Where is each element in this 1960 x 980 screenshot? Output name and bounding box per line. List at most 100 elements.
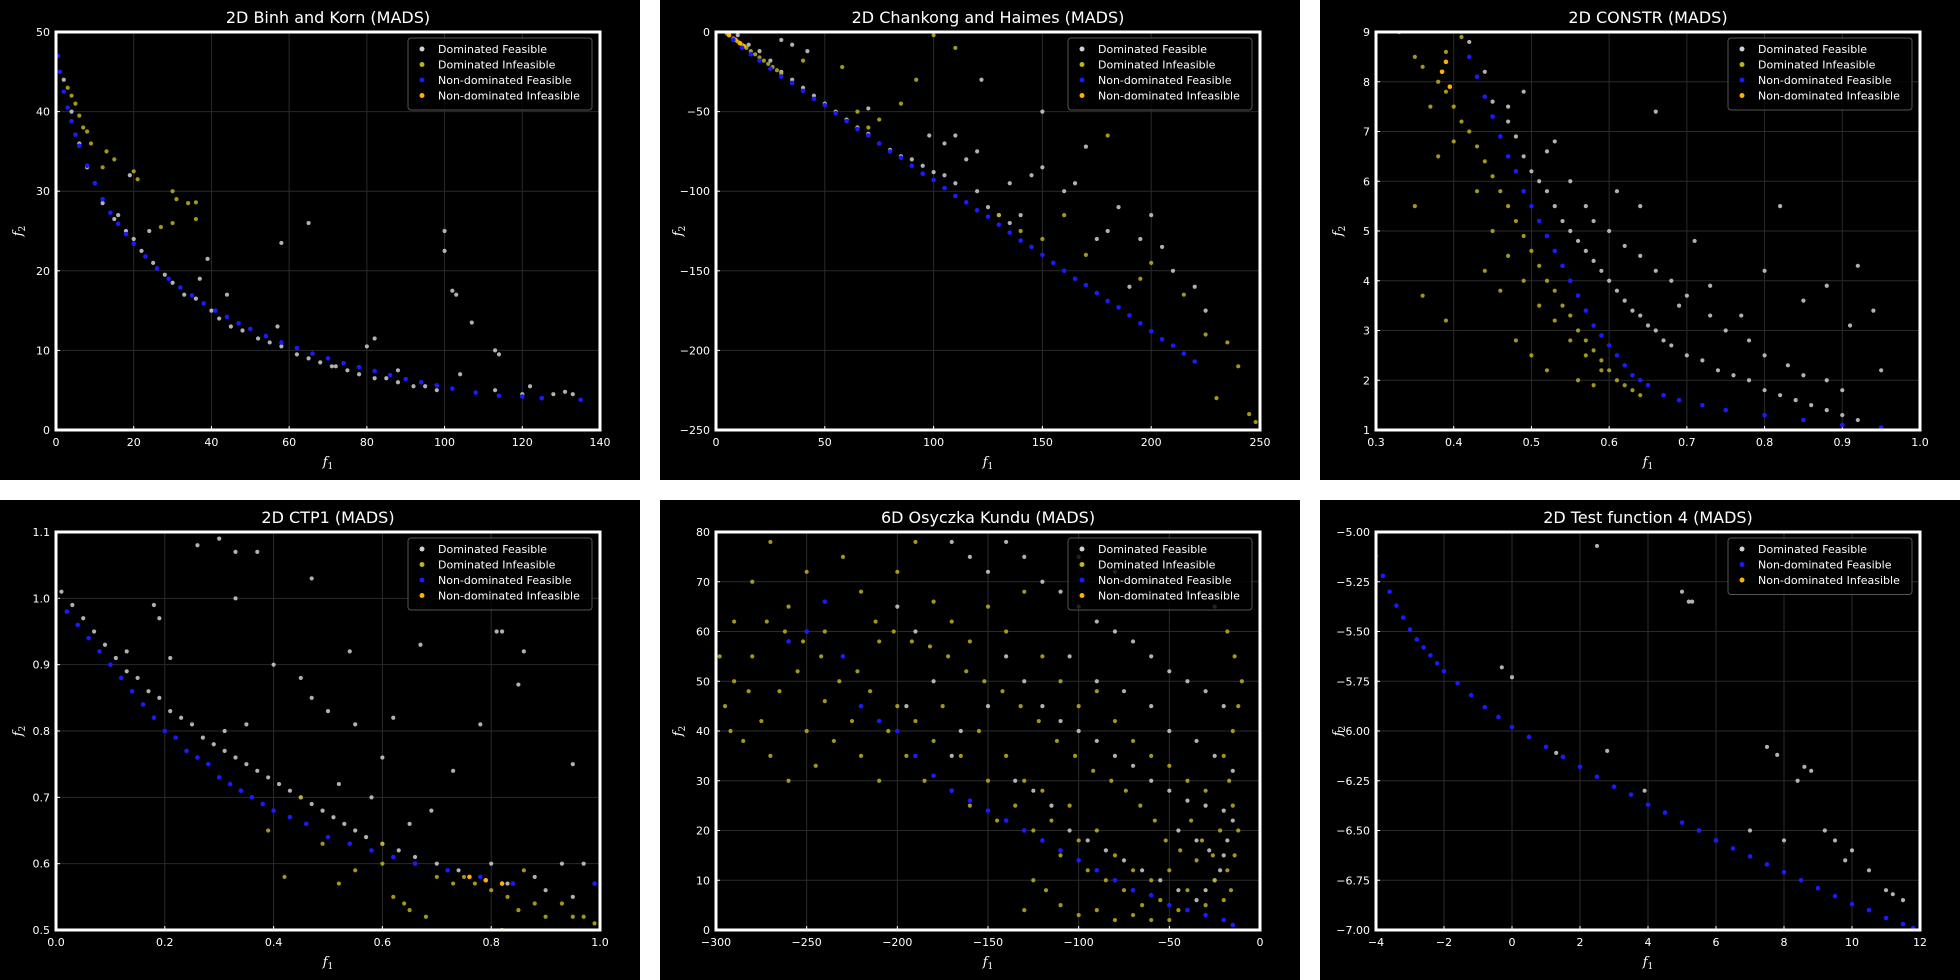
legend-entry: Dominated Feasible: [1758, 543, 1867, 556]
point-dominated-feasible: [790, 42, 795, 47]
point-dominated-feasible: [353, 722, 358, 727]
point-dominated-feasible: [1708, 283, 1713, 288]
point-dominated-feasible: [456, 868, 461, 873]
point-non-dominated-feasible: [178, 285, 183, 290]
point-dominated-infeasible: [1022, 589, 1027, 594]
point-dominated-infeasible: [100, 165, 105, 170]
point-dominated-infeasible: [732, 679, 737, 684]
point-non-dominated-feasible: [1611, 784, 1617, 790]
point-dominated-infeasible: [1181, 292, 1186, 297]
point-dominated-infeasible: [1228, 888, 1234, 893]
point-dominated-feasible: [1690, 599, 1695, 604]
point-dominated-feasible: [1121, 689, 1127, 694]
point-dominated-feasible: [1167, 669, 1172, 674]
point-dominated-infeasible: [1544, 368, 1550, 373]
points-layer: [56, 536, 597, 930]
point-dominated-feasible: [1072, 181, 1078, 186]
point-dominated-feasible: [1653, 109, 1658, 114]
point-dominated-feasible: [1746, 378, 1752, 383]
point-dominated-infeasible: [69, 93, 74, 98]
point-non-dominated-feasible: [811, 96, 817, 102]
point-dominated-infeasible: [813, 763, 818, 768]
point-dominated-infeasible: [1031, 828, 1036, 833]
x-tick-label: −300: [701, 936, 731, 949]
point-non-dominated-feasible: [1203, 912, 1208, 918]
point-non-dominated-feasible: [247, 326, 253, 332]
point-dominated-infeasible: [1123, 788, 1128, 793]
point-dominated-infeasible: [782, 629, 788, 634]
point-dominated-feasible: [193, 296, 198, 301]
chart-title: 6D Osyczka Kundu (MADS): [881, 508, 1095, 527]
point-non-dominated-feasible: [201, 301, 206, 306]
point-dominated-feasible: [412, 854, 418, 860]
point-dominated-infeasible: [1091, 768, 1096, 773]
point-dominated-infeasible: [858, 753, 864, 758]
legend-marker: [1739, 46, 1745, 52]
point-dominated-feasible: [1004, 654, 1009, 659]
point-dominated-feasible: [1207, 848, 1212, 853]
point-non-dominated-feasible: [166, 276, 171, 282]
point-dominated-feasible: [1622, 298, 1627, 303]
point-dominated-feasible: [342, 821, 347, 826]
x-tick-label: 80: [360, 436, 374, 449]
point-non-dominated-feasible: [1696, 828, 1702, 833]
legend-entry: Non-dominated Infeasible: [438, 590, 580, 603]
point-non-dominated-feasible: [1498, 134, 1503, 139]
point-non-dominated-feasible: [238, 788, 244, 793]
point-non-dominated-feasible: [949, 788, 955, 793]
point-dominated-feasible: [255, 549, 260, 554]
legend-entry: Non-dominated Infeasible: [1758, 90, 1900, 103]
point-dominated-infeasible: [1004, 753, 1009, 758]
point-dominated-infeasible: [1221, 898, 1226, 903]
point-dominated-feasible: [581, 861, 586, 866]
point-dominated-feasible: [1031, 788, 1036, 793]
point-dominated-infeasible: [913, 718, 918, 724]
point-dominated-feasible: [1094, 738, 1099, 744]
y-tick-label: −6.50: [1336, 825, 1370, 838]
point-dominated-feasible: [1521, 89, 1526, 94]
x-tick-label: 0.6: [1600, 436, 1618, 449]
point-non-dominated-feasible: [996, 222, 1002, 227]
x-tick-label: 12: [1913, 936, 1927, 949]
point-dominated-infeasible: [1622, 383, 1627, 388]
point-dominated-infeasible: [822, 699, 827, 704]
legend-marker: [1079, 546, 1085, 552]
point-dominated-feasible: [551, 392, 556, 397]
point-dominated-infeasible: [73, 101, 78, 106]
point-dominated-feasible: [1083, 144, 1089, 149]
y-tick-label: −6.75: [1336, 874, 1370, 887]
legend-marker: [1079, 62, 1085, 67]
legend-entry: Dominated Infeasible: [438, 559, 556, 572]
point-dominated-feasible: [1824, 378, 1829, 383]
point-dominated-feasible: [570, 392, 575, 397]
legend-entry: Dominated Feasible: [1758, 43, 1867, 56]
x-tick-label: 0.8: [482, 936, 500, 949]
point-non-dominated-feasible: [1407, 627, 1413, 632]
chart-test-function-4: 2D Test function 4 (MADS) −4 −2 0 2 4 6 8 10 12 −7…: [1331, 508, 1927, 972]
point-non-dominated-feasible: [1167, 902, 1172, 908]
point-dominated-feasible: [1159, 244, 1165, 250]
point-dominated-feasible: [1855, 417, 1860, 423]
point-dominated-feasible: [1203, 888, 1208, 893]
point-dominated-infeasible: [1225, 868, 1230, 873]
point-dominated-feasible: [228, 324, 233, 329]
point-dominated-infeasible: [1521, 233, 1526, 239]
point-dominated-feasible: [1185, 679, 1190, 684]
point-dominated-infeasible: [1568, 338, 1573, 343]
x-tick-label: 0.3: [1367, 436, 1385, 449]
point-dominated-feasible: [505, 881, 510, 886]
point-non-dominated-feasible: [539, 395, 545, 401]
point-dominated-infeasible: [1513, 218, 1518, 224]
point-non-dominated-feasible: [592, 881, 597, 886]
point-dominated-feasible: [1112, 753, 1118, 758]
point-dominated-feasible: [1509, 675, 1515, 680]
x-tick-label: 8: [1781, 936, 1788, 949]
point-non-dominated-feasible: [1883, 915, 1889, 921]
chart-panel-constr: 2D CONSTR (MADS) 0.3 0.4 0.5 0.6 0.7 0.8 0.9 1.0…: [1320, 0, 1960, 480]
point-non-dominated-feasible: [118, 675, 124, 681]
point-non-dominated-feasible: [86, 635, 91, 641]
point-dominated-infeasible: [800, 639, 806, 644]
point-non-dominated-feasible: [403, 376, 409, 382]
point-non-dominated-feasible: [1567, 278, 1573, 284]
point-non-dominated-feasible: [1072, 276, 1078, 282]
